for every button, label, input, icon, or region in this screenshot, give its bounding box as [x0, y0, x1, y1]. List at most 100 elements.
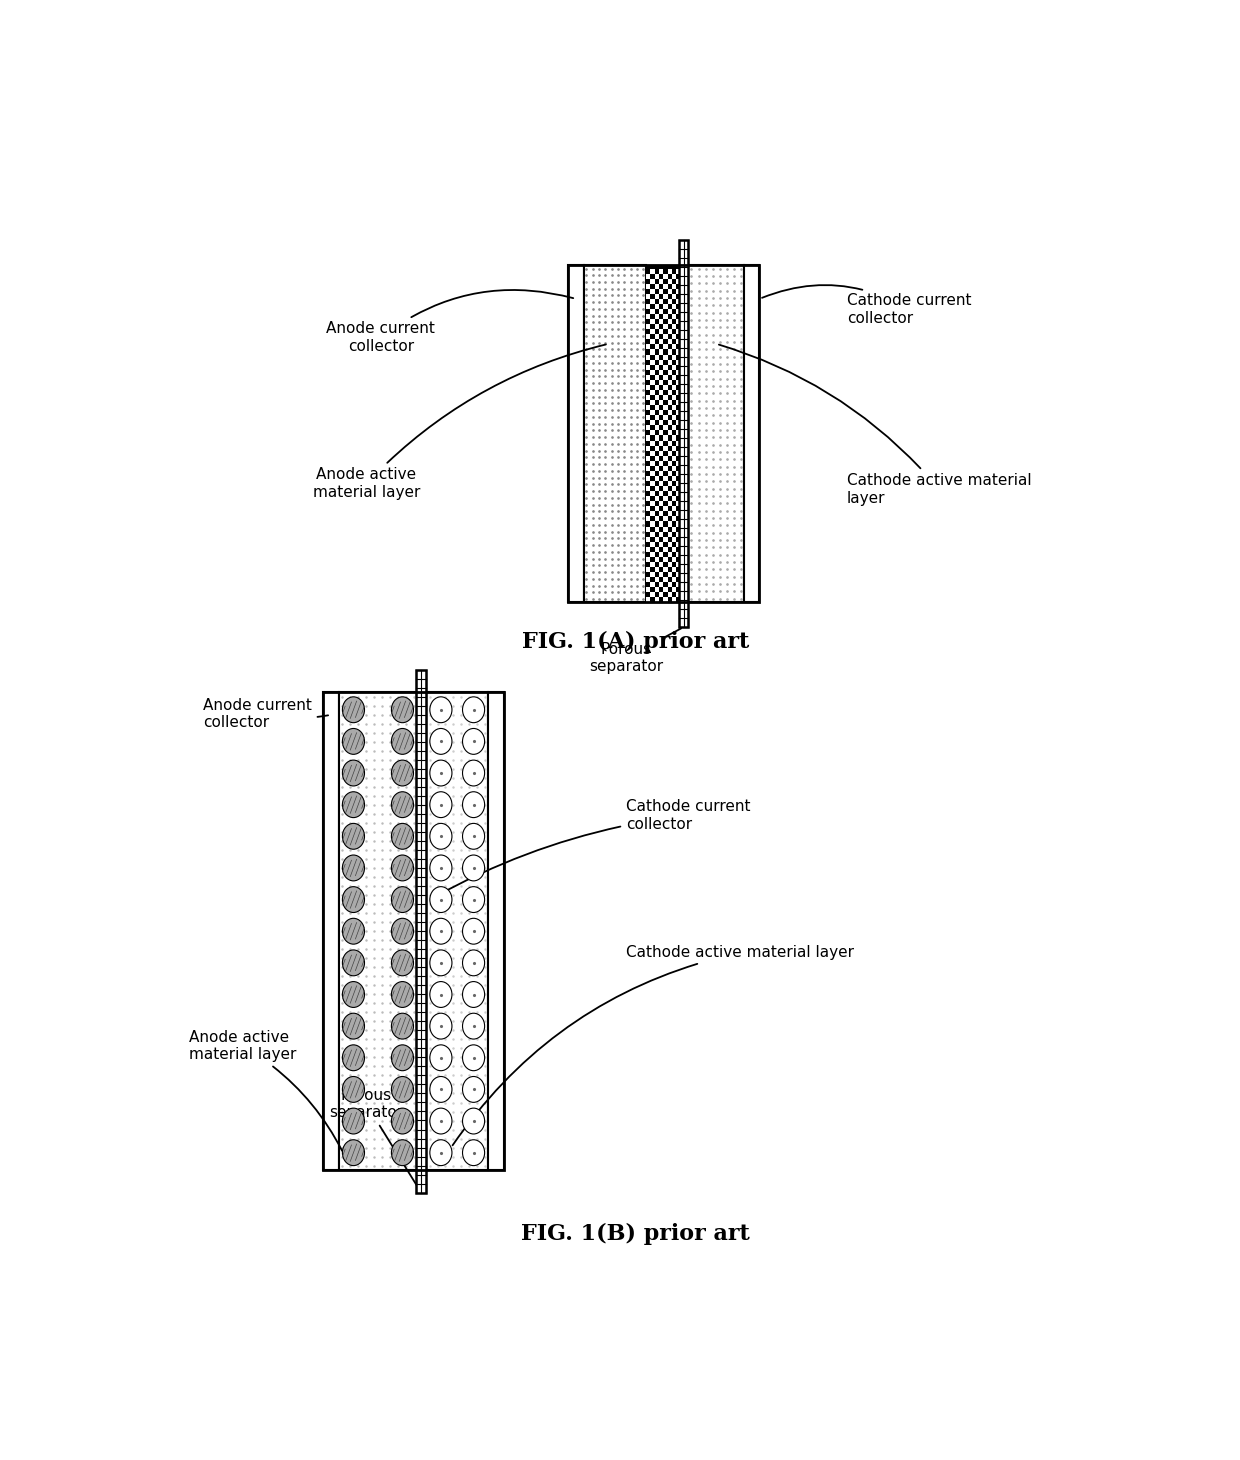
Bar	[655, 577, 658, 583]
Bar	[663, 283, 667, 289]
Bar	[663, 577, 667, 583]
Bar	[676, 542, 681, 546]
Circle shape	[342, 791, 365, 818]
Bar	[667, 583, 672, 587]
Bar	[655, 345, 658, 349]
Circle shape	[430, 791, 451, 818]
Bar	[676, 320, 681, 324]
Circle shape	[342, 918, 365, 945]
Bar	[658, 542, 663, 546]
Bar	[688, 266, 744, 603]
Bar	[676, 501, 681, 507]
Bar	[672, 314, 676, 320]
Bar	[646, 314, 651, 320]
Circle shape	[342, 886, 365, 912]
Bar	[658, 531, 663, 537]
Bar	[651, 511, 655, 517]
Bar	[678, 241, 688, 628]
Bar	[672, 415, 676, 420]
Bar	[646, 293, 651, 299]
Bar	[658, 359, 663, 365]
Text: Anode current
collector: Anode current collector	[203, 698, 329, 730]
Bar	[663, 435, 667, 441]
Bar	[676, 369, 681, 375]
Bar	[672, 537, 676, 542]
Bar	[658, 349, 663, 355]
Bar	[655, 425, 658, 431]
Bar	[667, 593, 672, 597]
Bar	[646, 304, 651, 310]
Bar	[663, 546, 667, 552]
Bar	[672, 404, 676, 410]
Text: Cathode current
collector: Cathode current collector	[763, 285, 971, 326]
Bar	[655, 293, 658, 299]
Bar	[663, 345, 667, 349]
Bar	[663, 556, 667, 562]
Bar	[676, 431, 681, 435]
Bar	[672, 587, 676, 593]
Circle shape	[342, 729, 365, 755]
Bar	[655, 517, 658, 521]
Bar	[655, 587, 658, 593]
Bar	[672, 527, 676, 531]
Bar	[646, 527, 651, 531]
Bar	[744, 266, 759, 603]
Bar	[646, 435, 651, 441]
Bar	[584, 266, 646, 603]
Bar	[667, 431, 672, 435]
Bar	[489, 692, 503, 1169]
Bar	[658, 369, 663, 375]
Circle shape	[342, 1045, 365, 1070]
Bar	[658, 431, 663, 435]
Bar	[672, 507, 676, 511]
Bar	[676, 299, 681, 304]
Bar	[655, 546, 658, 552]
Bar	[667, 310, 672, 314]
Bar	[667, 461, 672, 466]
Bar	[658, 310, 663, 314]
Circle shape	[392, 761, 413, 785]
Bar	[651, 472, 655, 476]
Bar	[667, 501, 672, 507]
Circle shape	[392, 1108, 413, 1134]
Circle shape	[392, 1045, 413, 1070]
Bar	[655, 396, 658, 400]
Bar	[658, 521, 663, 527]
Bar	[663, 385, 667, 390]
Bar	[658, 511, 663, 517]
Circle shape	[430, 918, 451, 945]
Bar	[672, 324, 676, 328]
Bar	[651, 521, 655, 527]
Circle shape	[463, 696, 485, 723]
Circle shape	[430, 1013, 451, 1040]
Circle shape	[463, 886, 485, 912]
Bar	[651, 593, 655, 597]
Bar	[651, 461, 655, 466]
Bar	[646, 365, 651, 369]
Bar	[651, 531, 655, 537]
Bar	[676, 472, 681, 476]
Text: FIG. 1(A) prior art: FIG. 1(A) prior art	[522, 631, 749, 653]
Bar	[663, 293, 667, 299]
Bar	[651, 380, 655, 385]
Bar	[663, 597, 667, 603]
Bar	[672, 334, 676, 339]
Bar	[655, 435, 658, 441]
Bar	[646, 283, 651, 289]
Bar	[651, 583, 655, 587]
Bar	[658, 390, 663, 396]
Bar	[655, 334, 658, 339]
Bar	[658, 299, 663, 304]
Bar	[646, 415, 651, 420]
Bar	[672, 396, 676, 400]
Bar	[658, 269, 663, 273]
Bar	[676, 410, 681, 415]
Circle shape	[463, 981, 485, 1007]
Circle shape	[342, 981, 365, 1007]
Circle shape	[430, 1108, 451, 1134]
Bar	[658, 472, 663, 476]
Bar	[651, 501, 655, 507]
Circle shape	[463, 1076, 485, 1102]
Circle shape	[392, 950, 413, 975]
Bar	[658, 451, 663, 456]
